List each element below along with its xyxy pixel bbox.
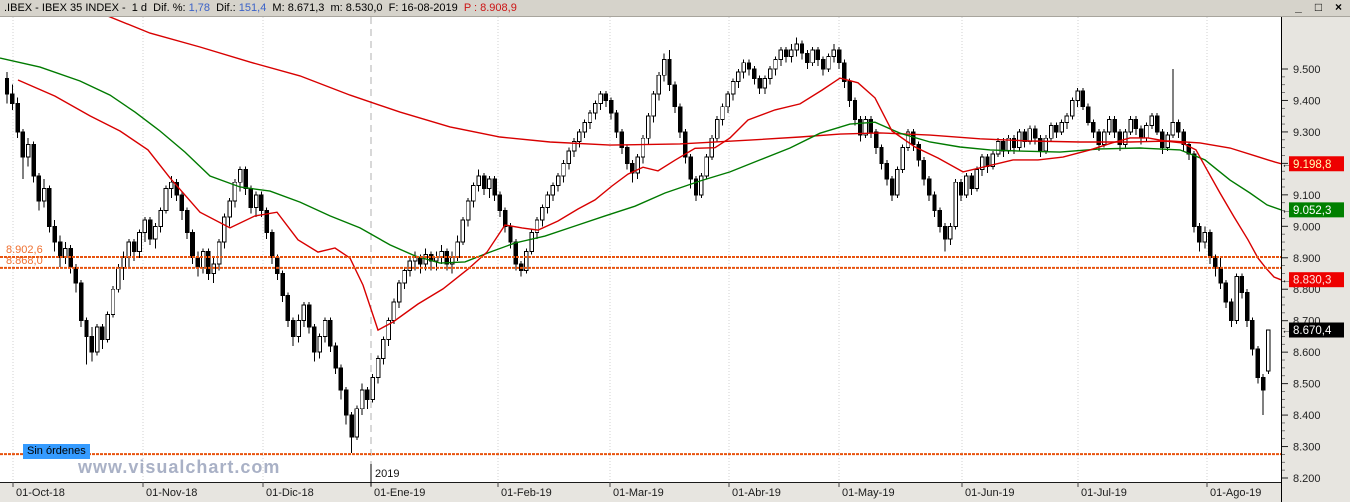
title-segment: .IBEX - IBEX 35 INDEX - 1 d Dif. %: [4, 2, 189, 14]
title-segment: M: 8.671,3 m: 8.530,0 F: 16-08-2019 [266, 2, 464, 14]
minimize-button[interactable]: _ [1295, 0, 1302, 14]
x-axis-label: 01-Ago-19 [1210, 487, 1261, 499]
ma-green [0, 57, 1281, 264]
y-axis-label: 8.800 [1293, 284, 1321, 296]
price-chart-svg[interactable]: 8.902,68.868,0 01-Oct-18 01-Nov-18 01-Dic-1… [0, 17, 1350, 502]
price-badges: ← 9.198,8← 9.052,3← 8.830,3← 8.670,4 [1282, 156, 1344, 338]
y-axis-label: 8.400 [1293, 410, 1321, 422]
title-segment: 151,4 [238, 2, 267, 14]
title-segment: Dif.: [210, 2, 239, 14]
price-badge [1289, 272, 1344, 288]
support-line-label: 8.868,0 [6, 255, 43, 267]
x-axis-label: 01-Ene-19 [374, 487, 425, 499]
price-badge [1289, 202, 1344, 218]
ma-slow-red [108, 17, 1281, 165]
y-axis-label: 9.300 [1293, 127, 1321, 139]
x-axis-label: 01-Jun-19 [965, 487, 1015, 499]
candles-layer [4, 37, 1271, 453]
year-label: 2019 [375, 468, 399, 480]
window-controls: _ □ × [1292, 0, 1345, 14]
y-axis[interactable]: 9.5009.4009.3009.2009.1009.0008.9008.800… [1282, 64, 1321, 485]
y-axis-label: 8.300 [1293, 442, 1321, 454]
title-bar: .IBEX - IBEX 35 INDEX - 1 d Dif. %: 1,78… [0, 0, 1350, 17]
close-button[interactable]: × [1334, 0, 1342, 14]
x-axis-label: 01-Jul-19 [1081, 487, 1127, 499]
restore-button[interactable]: □ [1314, 0, 1323, 14]
no-orders-label[interactable]: Sin órdenes [23, 444, 90, 459]
support-lines: 8.902,68.868,0 [0, 244, 1281, 456]
badge-arrow-icon: ← [1282, 159, 1292, 170]
y-axis-label: 8.200 [1293, 473, 1321, 485]
badge-arrow-icon: ← [1282, 326, 1292, 337]
title-segment: P : 8.908,9 [463, 2, 517, 14]
x-axis[interactable]: 01-Oct-18 01-Nov-18 01-Dic-18 01-Ene-19 01-F… [12, 482, 1261, 499]
y-axis-label: 8.900 [1293, 253, 1321, 265]
y-axis-pane[interactable] [1282, 17, 1350, 502]
price-badge [1289, 322, 1344, 338]
x-axis-label: 01-Dic-18 [266, 487, 314, 499]
badge-arrow-icon: ← [1282, 275, 1292, 286]
price-badge [1289, 156, 1344, 172]
y-axis-label: 9.500 [1293, 64, 1321, 76]
chart-title: .IBEX - IBEX 35 INDEX - 1 d Dif. %: 1,78… [0, 0, 517, 16]
price-badge-value: 9.198,8 [1293, 159, 1331, 171]
price-badge-value: 8.830,3 [1293, 275, 1331, 287]
y-axis-label: 9.000 [1293, 221, 1321, 233]
y-axis-label: 9.100 [1293, 190, 1321, 202]
watermark: www.visualchart.com [78, 457, 281, 477]
y-axis-label: 8.600 [1293, 347, 1321, 359]
y-axis-label: 9.400 [1293, 95, 1321, 107]
title-segment: 1,78 [188, 2, 211, 14]
x-axis-label: 01-Nov-18 [146, 487, 197, 499]
x-axis-label: 01-Oct-18 [16, 487, 65, 499]
support-line-label: 8.902,6 [6, 244, 43, 256]
gridlines [12, 17, 1208, 482]
price-badge-value: 9.052,3 [1293, 205, 1331, 217]
x-axis-label: 01-May-19 [842, 487, 895, 499]
ma-fast-red [17, 77, 1281, 332]
x-axis-label: 01-Mar-19 [613, 487, 664, 499]
year-marker: 2019 [370, 464, 399, 486]
x-axis-label: 01-Abr-19 [732, 487, 781, 499]
y-axis-label: 8.500 [1293, 379, 1321, 391]
badge-arrow-icon: ← [1282, 205, 1292, 216]
price-badge-value: 8.670,4 [1293, 325, 1332, 337]
x-axis-label: 01-Feb-19 [501, 487, 552, 499]
